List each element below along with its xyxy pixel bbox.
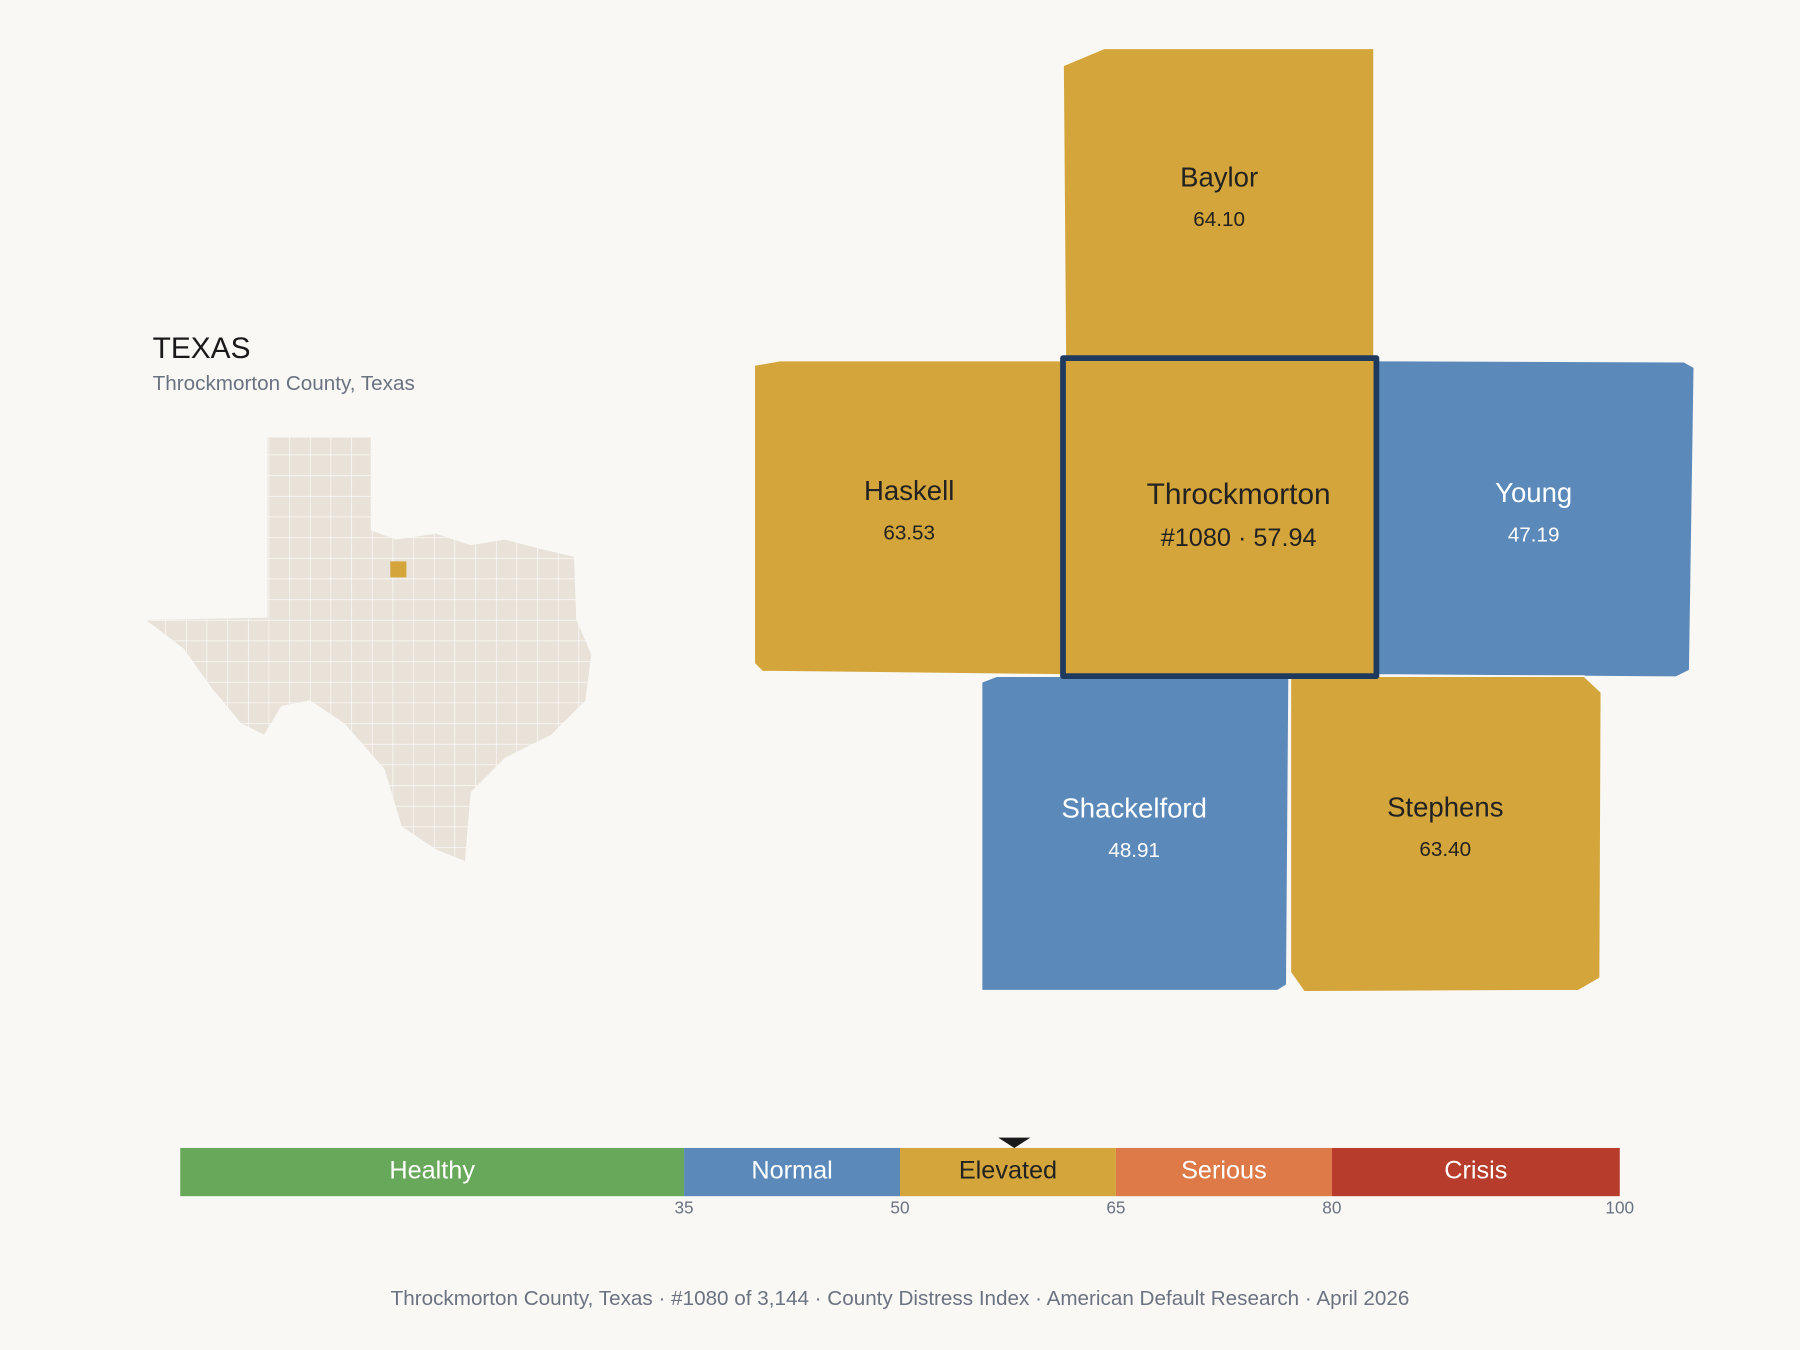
county-name: Stephens bbox=[1387, 792, 1503, 823]
county bbox=[1062, 47, 1375, 360]
band-label: Elevated bbox=[959, 1157, 1057, 1185]
county-score: 47.19 bbox=[1508, 524, 1560, 547]
county-name: Young bbox=[1495, 477, 1572, 508]
county-name: Throckmorton bbox=[1147, 478, 1331, 511]
scale-band bbox=[1331, 1147, 1620, 1197]
tick-label: 100 bbox=[1605, 1197, 1634, 1217]
county-score: 63.40 bbox=[1419, 838, 1471, 861]
tick-label: 50 bbox=[890, 1197, 909, 1217]
subtitle: Throckmorton County, Texas bbox=[153, 372, 415, 395]
county-map: Baylor 64.10 Haskell 63.53 Young 47.19 Shackel… bbox=[753, 47, 1696, 993]
band-label: Serious bbox=[1181, 1157, 1267, 1185]
county-highlight bbox=[390, 561, 407, 578]
county-name: Baylor bbox=[1180, 161, 1258, 192]
scale-band bbox=[900, 1147, 1116, 1197]
score-marker bbox=[998, 1137, 1031, 1148]
county-score: 48.91 bbox=[1108, 839, 1160, 862]
scale-band bbox=[684, 1147, 900, 1197]
distress-scale: Healthy Normal Elevated Serious Crisis 35 50 65… bbox=[180, 1137, 1634, 1217]
county-score: #1080 · 57.94 bbox=[1161, 524, 1317, 552]
scale-band bbox=[180, 1147, 685, 1197]
band-label: Normal bbox=[751, 1157, 832, 1185]
county-name: Shackelford bbox=[1061, 793, 1206, 824]
band-label: Healthy bbox=[389, 1157, 475, 1185]
county bbox=[1375, 359, 1696, 679]
county bbox=[1060, 355, 1380, 680]
tick-label: 80 bbox=[1322, 1197, 1341, 1217]
scale-band bbox=[1115, 1147, 1332, 1197]
county bbox=[1289, 675, 1603, 993]
county-score: 64.10 bbox=[1193, 208, 1245, 231]
county-score: 63.53 bbox=[883, 521, 935, 544]
tick-label: 65 bbox=[1106, 1197, 1125, 1217]
tick-label: 35 bbox=[674, 1197, 693, 1217]
band-label: Crisis bbox=[1444, 1157, 1507, 1185]
county-name: Haskell bbox=[864, 475, 954, 506]
title: TEXAS bbox=[153, 332, 251, 365]
county bbox=[980, 675, 1291, 992]
footer: Throckmorton County, Texas · #1080 of 3,… bbox=[391, 1287, 1410, 1310]
county bbox=[753, 359, 1064, 676]
